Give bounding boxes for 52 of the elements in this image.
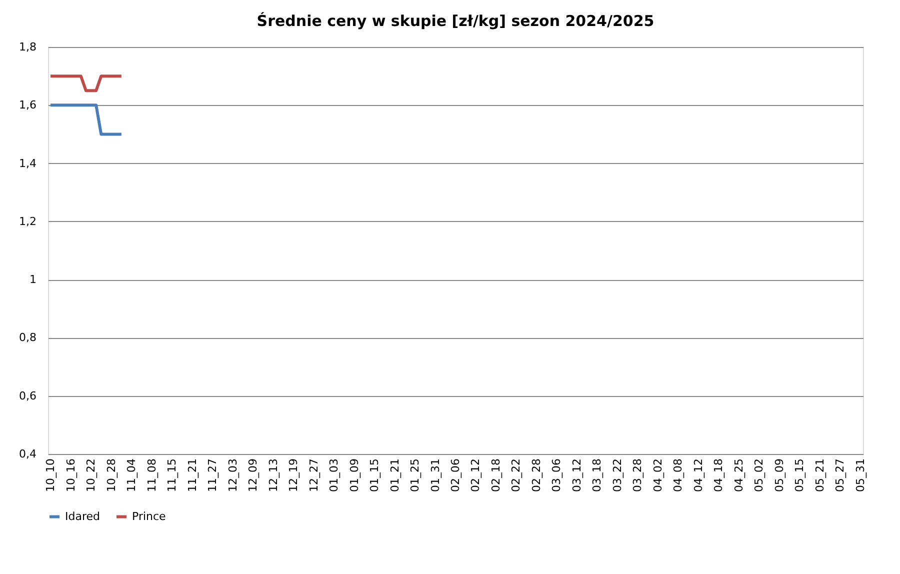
x-tick-label: 01_21 (388, 458, 402, 492)
x-tick-label: 10_22 (84, 458, 98, 492)
x-tick-label: 04_08 (672, 458, 685, 492)
y-tick-label: 1,6 (19, 98, 36, 112)
x-tick-label: 04_18 (712, 458, 726, 492)
chart-title: Średnie ceny w skupie [zł/kg] sezon 2024/2025 (256, 12, 654, 30)
x-tick-label: 05_31 (854, 458, 867, 492)
x-tick-label: 12_13 (266, 458, 280, 492)
x-tick-label: 01_31 (428, 458, 442, 492)
x-tick-label: 11_21 (186, 458, 199, 492)
x-tick-label: 04_25 (732, 458, 746, 492)
x-tick-label: 05_15 (793, 458, 806, 492)
x-tick-label: 05_09 (772, 458, 786, 492)
y-tick-label: 1,8 (19, 40, 36, 54)
x-tick-label: 10_28 (104, 458, 118, 492)
x-tick-label: 02_06 (449, 458, 462, 492)
x-tick-label: 11_04 (125, 458, 138, 492)
x-tick-label: 01_15 (368, 458, 382, 492)
x-tick-label: 01_09 (348, 458, 361, 492)
y-tick-label: 1,4 (19, 156, 36, 170)
x-tick-label: 12_03 (226, 458, 240, 492)
legend-label: Idared (65, 510, 100, 523)
x-tick-label: 03_22 (610, 458, 624, 492)
x-tick-label: 05_27 (834, 458, 847, 492)
x-tick-label: 12_27 (307, 458, 320, 492)
x-tick-label: 01_03 (328, 458, 341, 492)
x-tick-label: 02_22 (510, 458, 523, 492)
x-tick-label: 03_18 (590, 458, 604, 492)
y-tick-label: 0,4 (19, 448, 36, 460)
x-tick-label: 11_15 (166, 458, 179, 492)
legend-label: Prince (132, 510, 166, 523)
x-tick-label: 04_12 (692, 458, 705, 492)
x-tick-label: 12_09 (246, 458, 260, 492)
x-tick-label: 03_28 (631, 458, 644, 492)
x-tick-label: 05_21 (813, 458, 826, 492)
x-tick-label: 03_12 (570, 458, 584, 492)
y-tick-label: 1 (30, 273, 36, 286)
x-tick-label: 04_02 (651, 458, 664, 492)
x-tick-label: 05_02 (752, 458, 766, 492)
x-tick-label: 02_12 (469, 458, 482, 492)
y-tick-label: 0,8 (19, 331, 36, 344)
x-tick-label: 02_28 (530, 458, 543, 492)
x-tick-label: 10_16 (64, 458, 78, 492)
y-tick-label: 1,2 (19, 214, 36, 228)
x-tick-label: 01_25 (408, 458, 422, 492)
y-tick-label: 0,6 (19, 389, 36, 402)
x-tick-label: 02_18 (489, 458, 502, 492)
x-tick-label: 10_10 (44, 458, 58, 492)
x-tick-label: 12_19 (287, 458, 300, 492)
x-tick-label: 11_08 (145, 458, 158, 492)
x-tick-label: 11_27 (206, 458, 220, 492)
x-tick-label: 03_06 (550, 458, 564, 492)
